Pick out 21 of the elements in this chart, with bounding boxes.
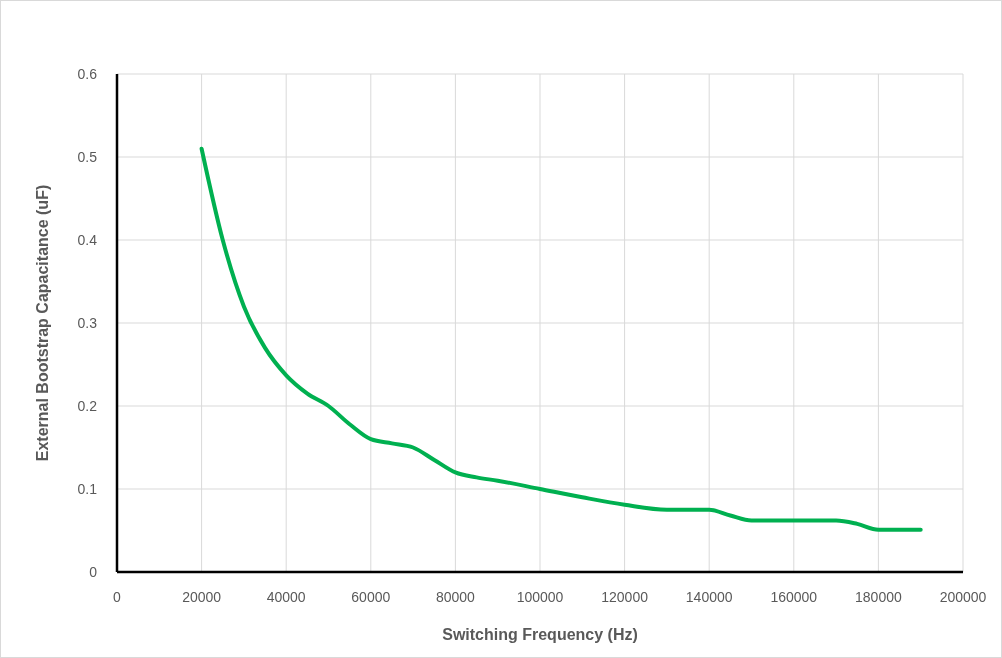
x-tick-label: 60000 — [351, 589, 391, 605]
line-series — [199, 146, 923, 532]
y-tick-label: 0.1 — [77, 480, 98, 497]
y-tick-label: 0.4 — [77, 231, 98, 248]
x-tick-label: 160000 — [770, 589, 818, 605]
x-tick-label: 0 — [113, 589, 122, 605]
x-axis-title: Switching Frequency (Hz) — [442, 626, 638, 643]
y-tick-label: 0 — [89, 563, 98, 580]
y-tick-label: 0.5 — [77, 148, 98, 165]
x-tick-label: 140000 — [685, 589, 733, 605]
x-tick-label: 180000 — [855, 589, 902, 605]
x-tick-label: 120000 — [601, 589, 649, 605]
x-tick-label: 20000 — [182, 589, 222, 605]
y-axis-title: External Bootstrap Capacitance (uF) — [34, 184, 51, 462]
x-tick-label: 100000 — [516, 589, 564, 605]
y-tick-label: 0.3 — [77, 314, 98, 331]
x-tick-label: 80000 — [435, 589, 476, 605]
y-tick-label: 0.2 — [77, 397, 98, 414]
x-tick-label: 40000 — [266, 589, 306, 605]
y-tick-label: 0.6 — [77, 65, 98, 82]
x-tick-label: 200000 — [939, 589, 987, 605]
